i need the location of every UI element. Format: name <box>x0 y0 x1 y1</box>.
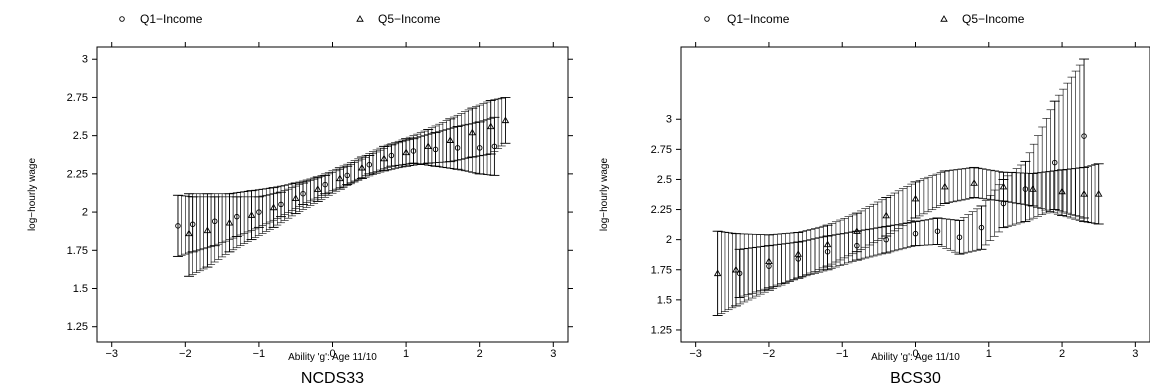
legend-marker-circle <box>119 16 125 22</box>
data-point-triangle <box>1028 185 1037 192</box>
data-point-triangle <box>794 250 803 257</box>
y-tick-label: 2.25 <box>651 204 672 216</box>
data-point-circle <box>956 234 963 240</box>
y-tick-label: 2 <box>666 234 672 246</box>
y-tick-label: 2.75 <box>651 144 672 156</box>
data-point-circle <box>1022 186 1029 192</box>
y-tick-label: 1.5 <box>657 294 672 306</box>
data-point-triangle <box>291 194 300 202</box>
data-point-triangle <box>713 269 722 277</box>
legend-marker-triangle <box>940 15 948 22</box>
data-point-triangle <box>402 148 410 156</box>
data-point-triangle <box>247 211 256 218</box>
y-tick-label: 3 <box>666 114 672 126</box>
y-tick-label: 1.25 <box>67 321 88 333</box>
x-tick-label: −2 <box>179 348 192 360</box>
legend-marker-triangle <box>356 15 364 22</box>
data-point-triangle <box>1080 189 1088 197</box>
x-tick-label: 3 <box>550 348 556 360</box>
data-point-triangle <box>380 154 388 162</box>
series-1 <box>183 96 511 277</box>
x-tick-label: −1 <box>836 348 849 360</box>
chart-panel-0: 1.25 1.5 1.75 2 2.25 2.5 2.75 3 −3 −2 −1 0 1 2 3 Abilit… <box>27 12 573 385</box>
data-point-circle <box>175 223 181 229</box>
data-point-triangle <box>941 182 949 190</box>
y-tick-label: 2.5 <box>657 174 672 186</box>
x-axis-label: Ability 'g': Age 11/10 <box>288 352 377 363</box>
data-point-triangle <box>970 179 978 186</box>
data-point-triangle <box>446 136 455 143</box>
series-0 <box>734 58 1090 298</box>
data-point-triangle <box>424 142 432 150</box>
x-tick-label: −1 <box>253 348 266 360</box>
data-point-circle <box>736 270 743 277</box>
y-tick-label: 2.75 <box>67 92 88 104</box>
data-point-circle <box>1051 159 1058 166</box>
y-tick-label: 1.25 <box>651 324 672 336</box>
y-axis-label: log−hourly wage <box>27 158 38 232</box>
x-tick-label: 1 <box>986 348 992 360</box>
data-point-triangle <box>203 226 212 234</box>
x-tick-label: 3 <box>1132 348 1138 360</box>
x-axis-label: Ability 'g': Age 11/10 <box>871 352 960 363</box>
y-tick-label: 3 <box>82 54 88 66</box>
legend-marker-circle <box>704 16 710 22</box>
data-point-triangle <box>911 194 920 202</box>
data-point-triangle <box>501 116 510 124</box>
data-point-triangle <box>314 185 322 192</box>
y-tick-label: 1.75 <box>651 264 672 276</box>
x-tick-label: 2 <box>477 348 483 360</box>
legend-label: Q5−Income <box>378 12 441 26</box>
data-point-triangle <box>358 163 366 171</box>
legend-label: Q1−Income <box>140 12 203 26</box>
data-point-circle <box>912 230 919 237</box>
data-point-circle <box>883 236 889 243</box>
y-tick-label: 2.25 <box>67 168 88 180</box>
data-point-triangle <box>269 203 278 211</box>
data-point-triangle <box>225 218 234 226</box>
data-point-triangle <box>823 240 832 248</box>
x-tick-label: 0 <box>329 348 335 360</box>
chart-panel-1: 1.25 1.5 1.75 2 2.25 2.5 2.75 3 −3 −2 −1 0 1 2 3 Abilit… <box>599 12 1150 385</box>
plot-frame <box>96 46 569 343</box>
data-point-circle <box>1081 133 1087 139</box>
x-tick-label: −2 <box>763 348 776 360</box>
series-1 <box>712 163 1104 316</box>
data-point-triangle <box>882 211 890 219</box>
x-tick-label: 1 <box>403 348 409 360</box>
data-point-triangle <box>765 257 773 265</box>
data-point-circle <box>934 228 941 234</box>
data-point-circle <box>978 224 985 231</box>
data-point-triangle <box>486 122 495 130</box>
data-point-triangle <box>1058 187 1066 195</box>
data-point-triangle <box>468 128 477 136</box>
y-tick-label: 2.5 <box>73 130 88 142</box>
data-point-triangle <box>1094 189 1103 197</box>
legend-label: Q1−Income <box>727 12 790 26</box>
legend-label: Q5−Income <box>962 12 1025 26</box>
y-tick-label: 2 <box>82 207 88 219</box>
data-point-triangle <box>853 227 861 234</box>
chart-title: BCS30 <box>890 370 941 385</box>
y-tick-label: 1.5 <box>73 283 88 295</box>
x-tick-label: −3 <box>105 348 118 360</box>
x-tick-label: −3 <box>689 348 702 360</box>
x-tick-label: 2 <box>1059 348 1065 360</box>
x-tick-label: 0 <box>912 348 918 360</box>
y-axis-label: log−hourly wage <box>599 158 610 232</box>
data-point-triangle <box>185 229 193 237</box>
data-point-triangle <box>336 174 344 182</box>
y-tick-label: 1.75 <box>67 245 88 257</box>
data-point-triangle <box>732 265 740 273</box>
data-point-triangle <box>999 182 1008 190</box>
chart-title: NCDS33 <box>301 370 364 385</box>
